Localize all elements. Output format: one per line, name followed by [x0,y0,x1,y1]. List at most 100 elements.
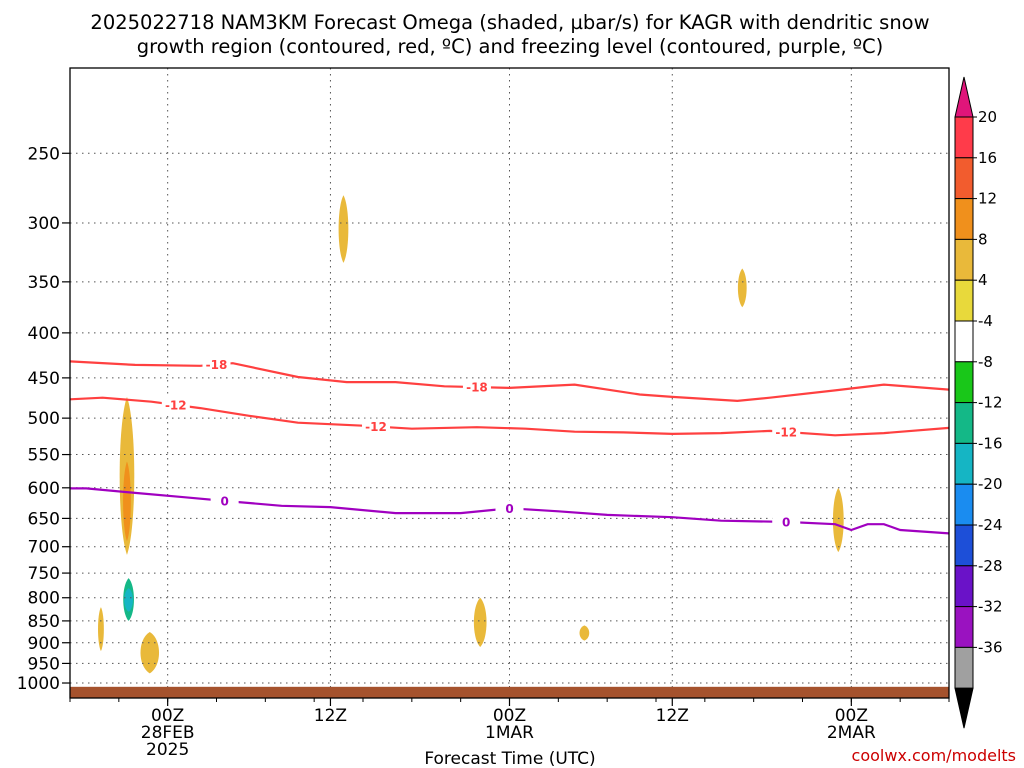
x-tick-label: 00Z [151,706,184,726]
terrain-band [70,686,949,698]
omega-region [524,642,528,666]
omega-region [640,410,656,581]
colorbar-label: -28 [978,557,1003,575]
contour-label: -12 [365,420,387,434]
colorbar-label: -32 [978,598,1003,616]
colorbar-label: 20 [978,108,997,126]
colorbar-label: -36 [978,638,1003,656]
x-tick-label: 00Z [493,706,526,726]
y-tick-label: 650 [28,509,60,529]
contour-label: -18 [206,358,228,372]
y-tick-label: 400 [28,324,60,344]
omega-region [518,278,573,529]
colorbar-swatch [954,198,974,240]
y-tick-label: 1000 [17,674,60,694]
colorbar-label: -12 [978,394,1003,412]
colorbar-swatch [954,157,974,200]
y-tick-label: 700 [28,538,60,558]
x-tick-label: 1MAR [485,723,534,743]
omega-region [832,487,844,553]
y-tick-label: 550 [28,446,60,466]
y-tick-label: 600 [28,479,60,499]
chart-title: 2025022718 NAM3KM Forecast Omega (shaded… [90,11,929,34]
colorbar-label: -8 [978,353,993,371]
colorbar-swatch [954,320,974,363]
y-tick-label: 500 [28,409,60,429]
colorbar-swatch [954,402,974,444]
chart-subtitle: growth region (contoured, red, ºC) and f… [137,35,884,58]
x-axis-label: Forecast Time (UTC) [424,749,595,768]
colorbar-swatch [954,606,974,648]
colorbar-swatch [954,116,974,159]
y-tick-label: 250 [28,144,60,164]
colorbar-label: -20 [978,475,1003,493]
contour-label: 0 [220,494,228,508]
colorbar-swatch [954,565,974,608]
contour-label-bg [210,492,239,508]
colorbar: 20 16 12 8 4 -4 -8 -12 -16 -20 -24 -28 -32 -36 [954,76,1003,729]
y-tick-label: 750 [28,564,60,584]
contour-label-bg [462,379,491,395]
x-tick-label: 00Z [835,706,868,726]
y-tick-label: 900 [28,634,60,654]
y-tick-label: 350 [28,273,60,293]
omega-region [691,487,706,525]
colorbar-swatch [954,361,974,404]
contour-label-bg [495,500,524,516]
omega-region [592,655,596,672]
omega-region [123,461,131,542]
colorbar-under-arrow [954,687,974,729]
colorbar-swatch [954,238,974,281]
colorbar-label: -24 [978,516,1003,534]
x-tick-label: 2025 [146,740,189,760]
colorbar-label: 4 [978,271,988,289]
contour-label: -18 [466,381,488,395]
grid-lines [70,68,949,698]
contour-label-bg [202,356,231,372]
plot-area [80,195,914,674]
y-axis: 2503003504004505005506006507007508008509… [17,144,70,694]
omega-region [80,592,86,664]
x-tick-label: 2MAR [827,723,876,743]
colorbar-swatch [954,279,974,322]
omega-region [579,625,590,641]
x-tick-label: 28FEB [141,723,195,743]
colorbar-swatch [954,524,974,567]
x-tick-label: 12Z [656,706,689,726]
omega-region [338,195,349,263]
y-tick-label: 950 [28,654,60,674]
colorbar-label: -16 [978,434,1003,452]
colorbar-label: 8 [978,230,988,248]
colorbar-label: 16 [978,149,997,167]
contour-label: -12 [165,398,187,412]
y-tick-label: 300 [28,214,60,234]
contour-label-bg [362,418,391,434]
omega-region [737,268,747,308]
omega-region [140,631,160,674]
contour-label-bg [161,396,190,412]
omega-region [124,588,133,612]
contour-label-bg [772,424,801,440]
colorbar-swatch [954,442,974,485]
terrain-fill [70,686,949,698]
omega-region [473,597,487,647]
colorbar-swatch [954,646,974,689]
omega-region [98,607,104,652]
colorbar-label: -4 [978,312,993,330]
colorbar-swatch [954,483,974,526]
contour-label: 0 [505,502,513,516]
contour-label-bg [772,513,801,529]
x-tick-label: 12Z [314,706,347,726]
omega-region [902,567,914,612]
contour-lines: -18 -18 -12 -12 -12 0 0 0 [69,356,950,535]
colorbar-label: 12 [978,190,997,208]
site-credit[interactable]: coolwx.com/modelts [852,746,1016,765]
contour-line [70,487,950,535]
contour-label: 0 [782,515,790,529]
contour-label: -12 [775,426,797,440]
omega-region [740,640,745,650]
colorbar-over-arrow [954,76,974,118]
y-tick-label: 850 [28,612,60,632]
